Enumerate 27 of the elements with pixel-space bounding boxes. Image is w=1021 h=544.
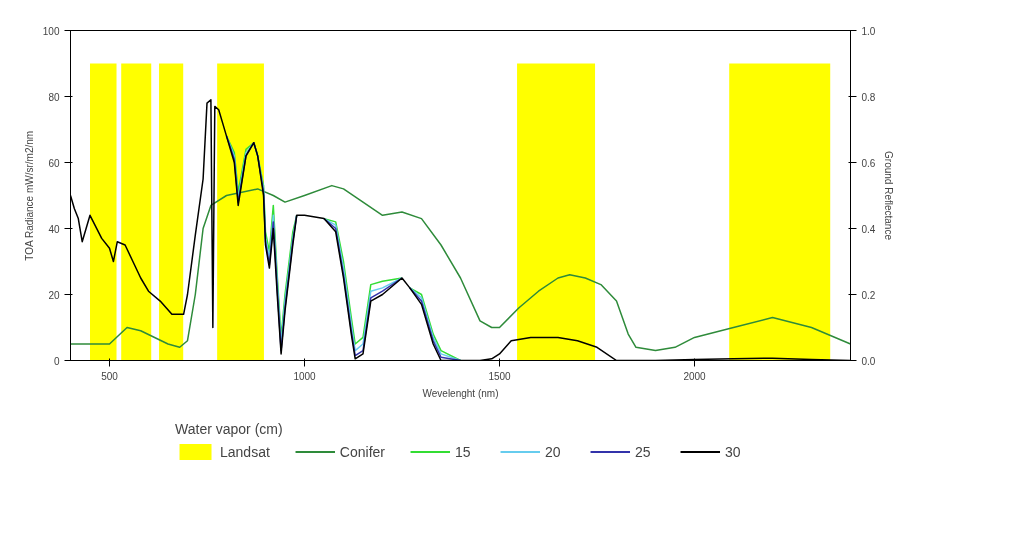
- legend-label: Landsat: [220, 443, 270, 460]
- legend-label: 15: [454, 443, 472, 460]
- y-tick-label: 40: [48, 223, 60, 235]
- y-axis-title: TOA Radiance mW/sr/m2/nm: [23, 130, 35, 261]
- legend-label: 25: [634, 443, 652, 460]
- y-tick-label: 20: [48, 289, 60, 301]
- y2-tick-label: 0.8: [861, 91, 876, 103]
- x-tick-label: 1000: [293, 370, 317, 382]
- y2-axis-title: Ground Reflectance: [883, 151, 895, 241]
- x-tick-label: 2000: [683, 370, 707, 382]
- x-axis-title: Wevelenght (nm): [422, 387, 499, 399]
- y-tick-label: 0: [53, 355, 60, 367]
- x-tick-label: 500: [101, 370, 119, 382]
- legend-label: 20: [544, 443, 562, 460]
- y-tick-label: 100: [42, 25, 60, 37]
- y2-tick-label: 0.2: [861, 289, 876, 301]
- y2-tick-label: 1.0: [861, 25, 876, 37]
- x-tick-label: 1500: [488, 370, 512, 382]
- y-tick-label: 80: [48, 91, 60, 103]
- legend-title: Water vapor (cm): [175, 420, 284, 437]
- y2-tick-label: 0.4: [861, 223, 876, 235]
- line-series: [70, 184, 851, 352]
- legend-label: Conifer: [339, 443, 385, 460]
- legend-label: 30: [724, 443, 742, 460]
- y2-tick-label: 0.0: [861, 355, 876, 367]
- y-tick-label: 60: [48, 157, 60, 169]
- y2-tick-label: 0.6: [861, 157, 876, 169]
